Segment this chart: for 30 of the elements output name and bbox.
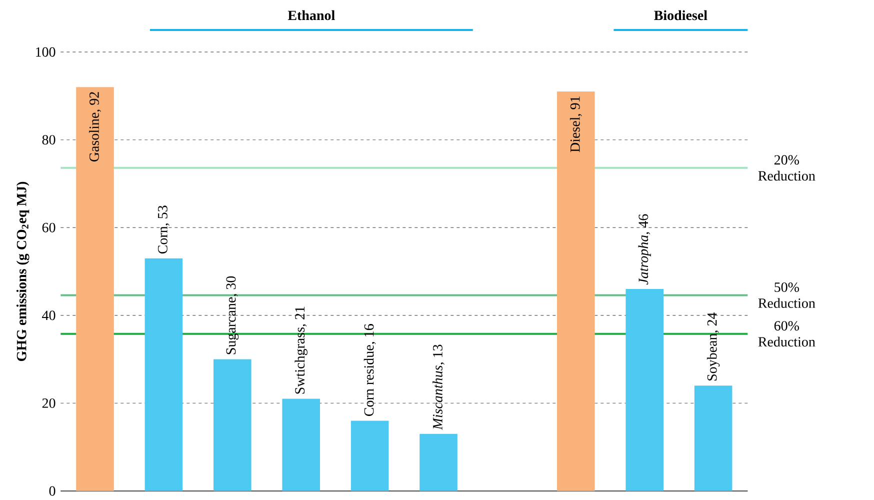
y-axis-title: GHG emissions (g CO$_{2}$eq MJ) — [16, 182, 30, 361]
data-label: Miscanthus, 13 — [432, 344, 444, 430]
data-label: Swtichgrass, 21 — [294, 306, 308, 394]
y-tick-label: 0 — [49, 486, 56, 496]
data-label: Sugarcane, 30 — [226, 276, 239, 354]
data-label: Gasoline, 92 — [89, 92, 101, 162]
bar — [144, 258, 183, 491]
y-tick-label: 40 — [42, 310, 56, 320]
bar — [557, 91, 595, 491]
y-tick-label: 100 — [36, 47, 56, 57]
ref-line-label: 20% Reduction — [758, 154, 816, 180]
data-label: Diesel, 91 — [570, 96, 582, 152]
bar — [350, 420, 389, 491]
y-tick-label: 80 — [42, 134, 56, 144]
text: Biodiesel — [654, 10, 708, 20]
data-label: Soybean, 24 — [706, 312, 720, 380]
bar — [626, 288, 664, 491]
y-tick-label: 20 — [42, 398, 56, 408]
bar — [282, 398, 320, 491]
ref-line-label: 60% Reduction — [758, 320, 816, 346]
bar — [694, 385, 732, 491]
bar — [76, 86, 114, 491]
data-label: Corn residue, 16 — [364, 324, 376, 416]
text: Ethanol — [288, 10, 335, 20]
bar — [214, 359, 252, 491]
data-label: Jatropha, 46 — [638, 214, 651, 284]
bar — [420, 434, 458, 491]
y-tick-label: 60 — [42, 222, 56, 232]
data-label: Corn, 53 — [158, 205, 170, 254]
ref-line-label: 50% Reduction — [758, 282, 816, 308]
